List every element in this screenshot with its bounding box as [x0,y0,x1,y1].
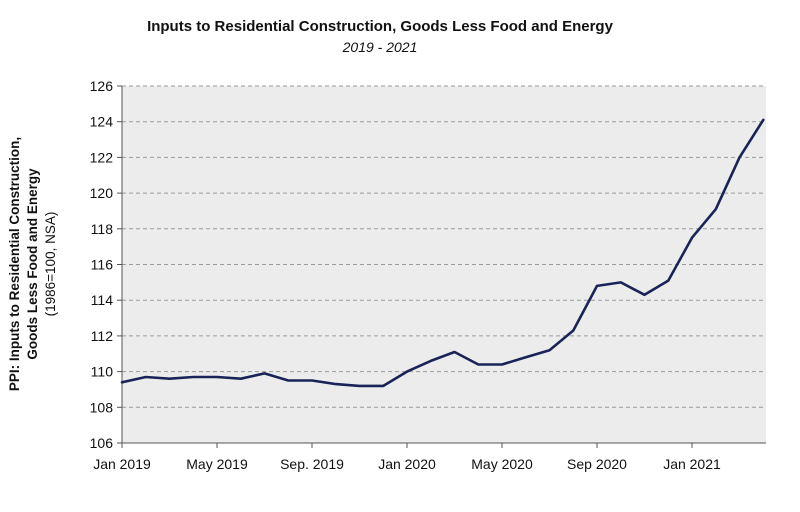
y-axis-label-line: Goods Less Food and Energy [25,168,40,360]
series-line [120,118,765,388]
y-tick-label: 120 [90,185,114,201]
y-tick-label: 114 [91,292,114,308]
y-tick-label: 116 [91,257,114,273]
chart-subtitle: 2019 - 2021 [342,39,418,55]
y-axis-label-line: (1986=100, NSA) [43,212,58,317]
x-tick-label: May 2020 [471,456,533,472]
y-tick-label: 112 [91,328,114,344]
y-tick-labels: 106 108 110 112 114 116 118 120 122 124 126 [90,78,114,451]
chart-title: Inputs to Residential Construction, Good… [147,18,613,35]
x-tick-label: Jan 2020 [378,456,436,472]
y-axis-label-line: PPI: Inputs to Residential Construction, [7,137,22,391]
y-axis-label: PPI: Inputs to Residential Construction,… [7,137,58,391]
right-margin [772,0,800,512]
x-tick-label: May 2019 [186,456,248,472]
x-tick-label: Sep 2020 [567,456,627,472]
x-tick-label: Jan 2019 [93,456,151,472]
x-tick-label: Sep. 2019 [280,456,344,472]
x-tick-label: Jan 2021 [663,456,721,472]
y-tick-label: 118 [91,221,114,237]
y-tick-label: 122 [90,149,114,165]
y-tick-label: 108 [90,399,114,415]
x-tick-labels: Jan 2019 May 2019 Sep. 2019 Jan 2020 May 202… [93,456,721,472]
y-tick-label: 106 [90,435,114,451]
y-tick-label: 126 [90,78,114,94]
y-tick-label: 124 [90,114,114,130]
series-layer [120,118,765,388]
gridlines [122,85,766,408]
y-tick-label: 110 [91,364,114,380]
